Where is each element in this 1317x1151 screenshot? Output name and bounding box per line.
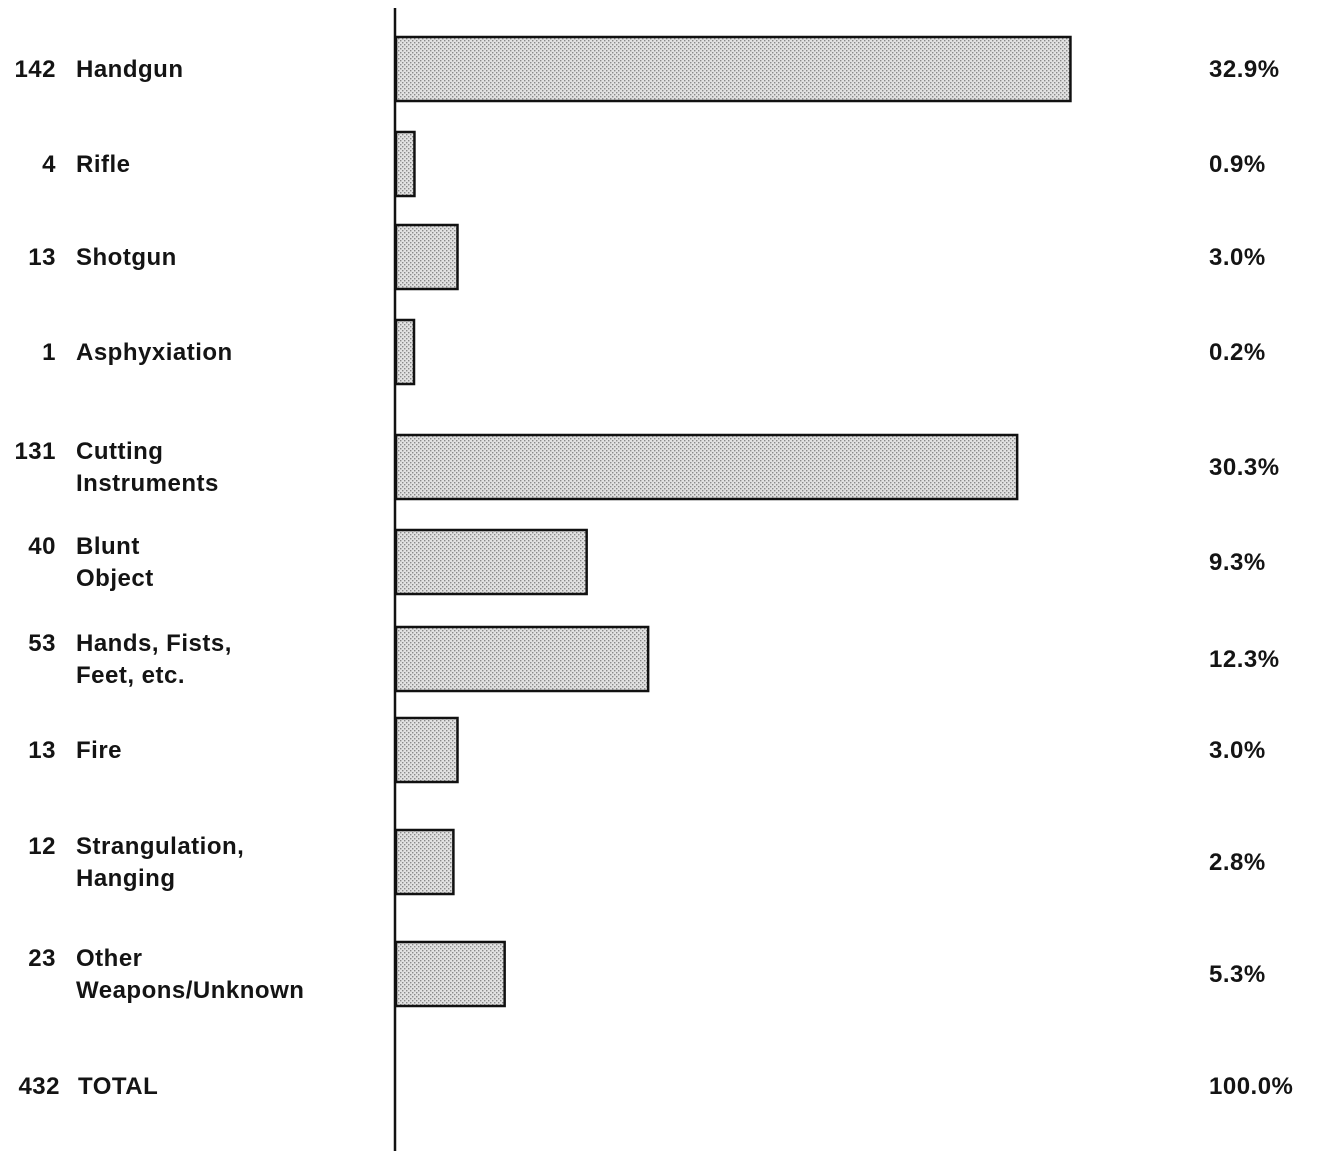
category-label: Fire [76, 737, 122, 764]
percent-label: 0.9% [1209, 151, 1266, 178]
count-label: 40 [28, 533, 56, 560]
count-label: 53 [28, 630, 56, 657]
bar [394, 433, 1019, 501]
category-label: Hands, Fists, Feet, etc. [76, 630, 232, 689]
percent-label: 5.3% [1209, 961, 1266, 988]
labels-group: 142 Handgun 32.9% 4 Rifle 0.9% 13 Shotgun 3.0% 1 A… [14, 56, 1293, 1100]
category-label: Rifle [76, 151, 131, 178]
bars-group [394, 35, 1072, 1008]
bar [394, 528, 588, 596]
category-label: Cutting Instruments [76, 438, 219, 497]
percent-label: 32.9% [1209, 56, 1280, 83]
bar [394, 223, 459, 291]
bar [394, 625, 650, 693]
count-label: 131 [14, 438, 56, 465]
category-label: Handgun [76, 56, 183, 83]
count-label: 4 [42, 151, 56, 178]
bar [394, 130, 416, 198]
percent-label: 0.2% [1209, 339, 1266, 366]
category-label: Asphyxiation [76, 339, 233, 366]
percent-label: 3.0% [1209, 737, 1266, 764]
total-count: 432 [18, 1073, 60, 1100]
bar [394, 940, 506, 1008]
percent-label: 2.8% [1209, 849, 1266, 876]
count-label: 23 [28, 945, 56, 972]
category-label: Other Weapons/Unknown [76, 945, 304, 1004]
percent-label: 3.0% [1209, 244, 1266, 271]
category-label: Shotgun [76, 244, 177, 271]
count-label: 12 [28, 833, 56, 860]
percent-label: 30.3% [1209, 454, 1280, 481]
bar [394, 716, 459, 784]
bar [394, 318, 416, 386]
count-label: 13 [28, 244, 56, 271]
percent-label: 12.3% [1209, 646, 1280, 673]
count-label: 142 [14, 56, 56, 83]
count-label: 1 [42, 339, 56, 366]
bar [394, 828, 455, 896]
category-label: Blunt Object [76, 533, 154, 592]
total-label: TOTAL [78, 1073, 158, 1100]
total-percent: 100.0% [1209, 1073, 1293, 1100]
count-label: 13 [28, 737, 56, 764]
percent-label: 9.3% [1209, 549, 1266, 576]
bar [394, 35, 1072, 103]
category-label: Strangulation, Hanging [76, 833, 244, 892]
